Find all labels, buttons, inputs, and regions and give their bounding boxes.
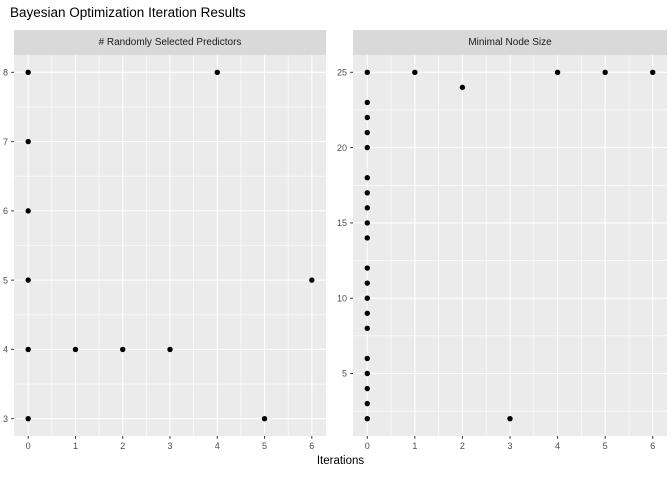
data-point [412, 69, 418, 76]
data-point [364, 175, 370, 181]
facet-strip-node-size: Minimal Node Size [353, 30, 667, 55]
data-point [364, 310, 370, 316]
y-tick-label: 15 [337, 218, 347, 228]
data-point [25, 208, 31, 214]
data-point [364, 280, 370, 286]
data-point [364, 235, 370, 241]
data-point [25, 277, 31, 283]
data-point [364, 144, 370, 151]
facet-strip-predictors: # Randomly Selected Predictors [14, 30, 326, 55]
data-point [167, 346, 173, 353]
x-tick-label: 0 [26, 441, 31, 451]
data-point [214, 69, 220, 76]
y-tick-label: 5 [3, 275, 8, 285]
x-tick-label: 3 [507, 441, 512, 451]
data-point [364, 385, 370, 392]
data-point [261, 415, 268, 422]
data-point [364, 129, 370, 136]
data-point [602, 69, 608, 76]
data-point [364, 295, 370, 301]
data-point [364, 220, 370, 226]
data-point [120, 346, 126, 353]
x-axis-label: Iterations [316, 455, 365, 467]
data-point [364, 415, 370, 422]
data-point [364, 205, 370, 211]
data-point [459, 84, 466, 91]
x-tick-label: 1 [412, 441, 417, 451]
data-point [364, 99, 370, 106]
y-tick-label: 25 [337, 68, 347, 78]
x-tick-label: 6 [650, 441, 655, 451]
data-point [507, 415, 513, 422]
y-tick-label: 6 [3, 206, 8, 216]
data-point [364, 370, 370, 377]
x-tick-label: 6 [309, 441, 314, 451]
y-tick-label: 10 [337, 293, 347, 303]
data-point [25, 138, 31, 145]
x-tick-label: 4 [215, 441, 220, 451]
y-tick-label: 4 [3, 345, 8, 355]
x-tick-label: 5 [262, 441, 267, 451]
data-point [364, 355, 370, 362]
data-point [364, 400, 370, 407]
data-point [554, 69, 561, 76]
facet-strip-node-size-label: Minimal Node Size [468, 37, 552, 48]
data-point [364, 265, 370, 271]
data-point [364, 325, 370, 332]
facet-strip-predictors-label: # Randomly Selected Predictors [98, 37, 242, 48]
data-point [25, 346, 31, 353]
x-tick-label: 0 [365, 441, 370, 451]
x-tick-label: 4 [555, 441, 560, 451]
y-tick-label: 8 [3, 68, 8, 78]
data-point [364, 114, 370, 121]
data-point [364, 190, 370, 196]
data-point [72, 346, 79, 353]
data-point [25, 415, 31, 422]
plot-title: Bayesian Optimization Iteration Results [10, 5, 246, 20]
x-tick-label: 1 [73, 441, 78, 451]
y-tick-label: 20 [337, 143, 347, 153]
x-tick-label: 2 [460, 441, 465, 451]
data-point [25, 69, 31, 76]
y-tick-label: 7 [3, 137, 8, 147]
y-tick-label: 3 [3, 414, 8, 424]
x-tick-label: 2 [120, 441, 125, 451]
x-tick-label: 3 [167, 441, 172, 451]
data-point [364, 69, 370, 76]
x-tick-label: 5 [603, 441, 608, 451]
y-tick-label: 5 [342, 369, 347, 379]
data-point [650, 69, 656, 76]
data-point [309, 277, 315, 283]
